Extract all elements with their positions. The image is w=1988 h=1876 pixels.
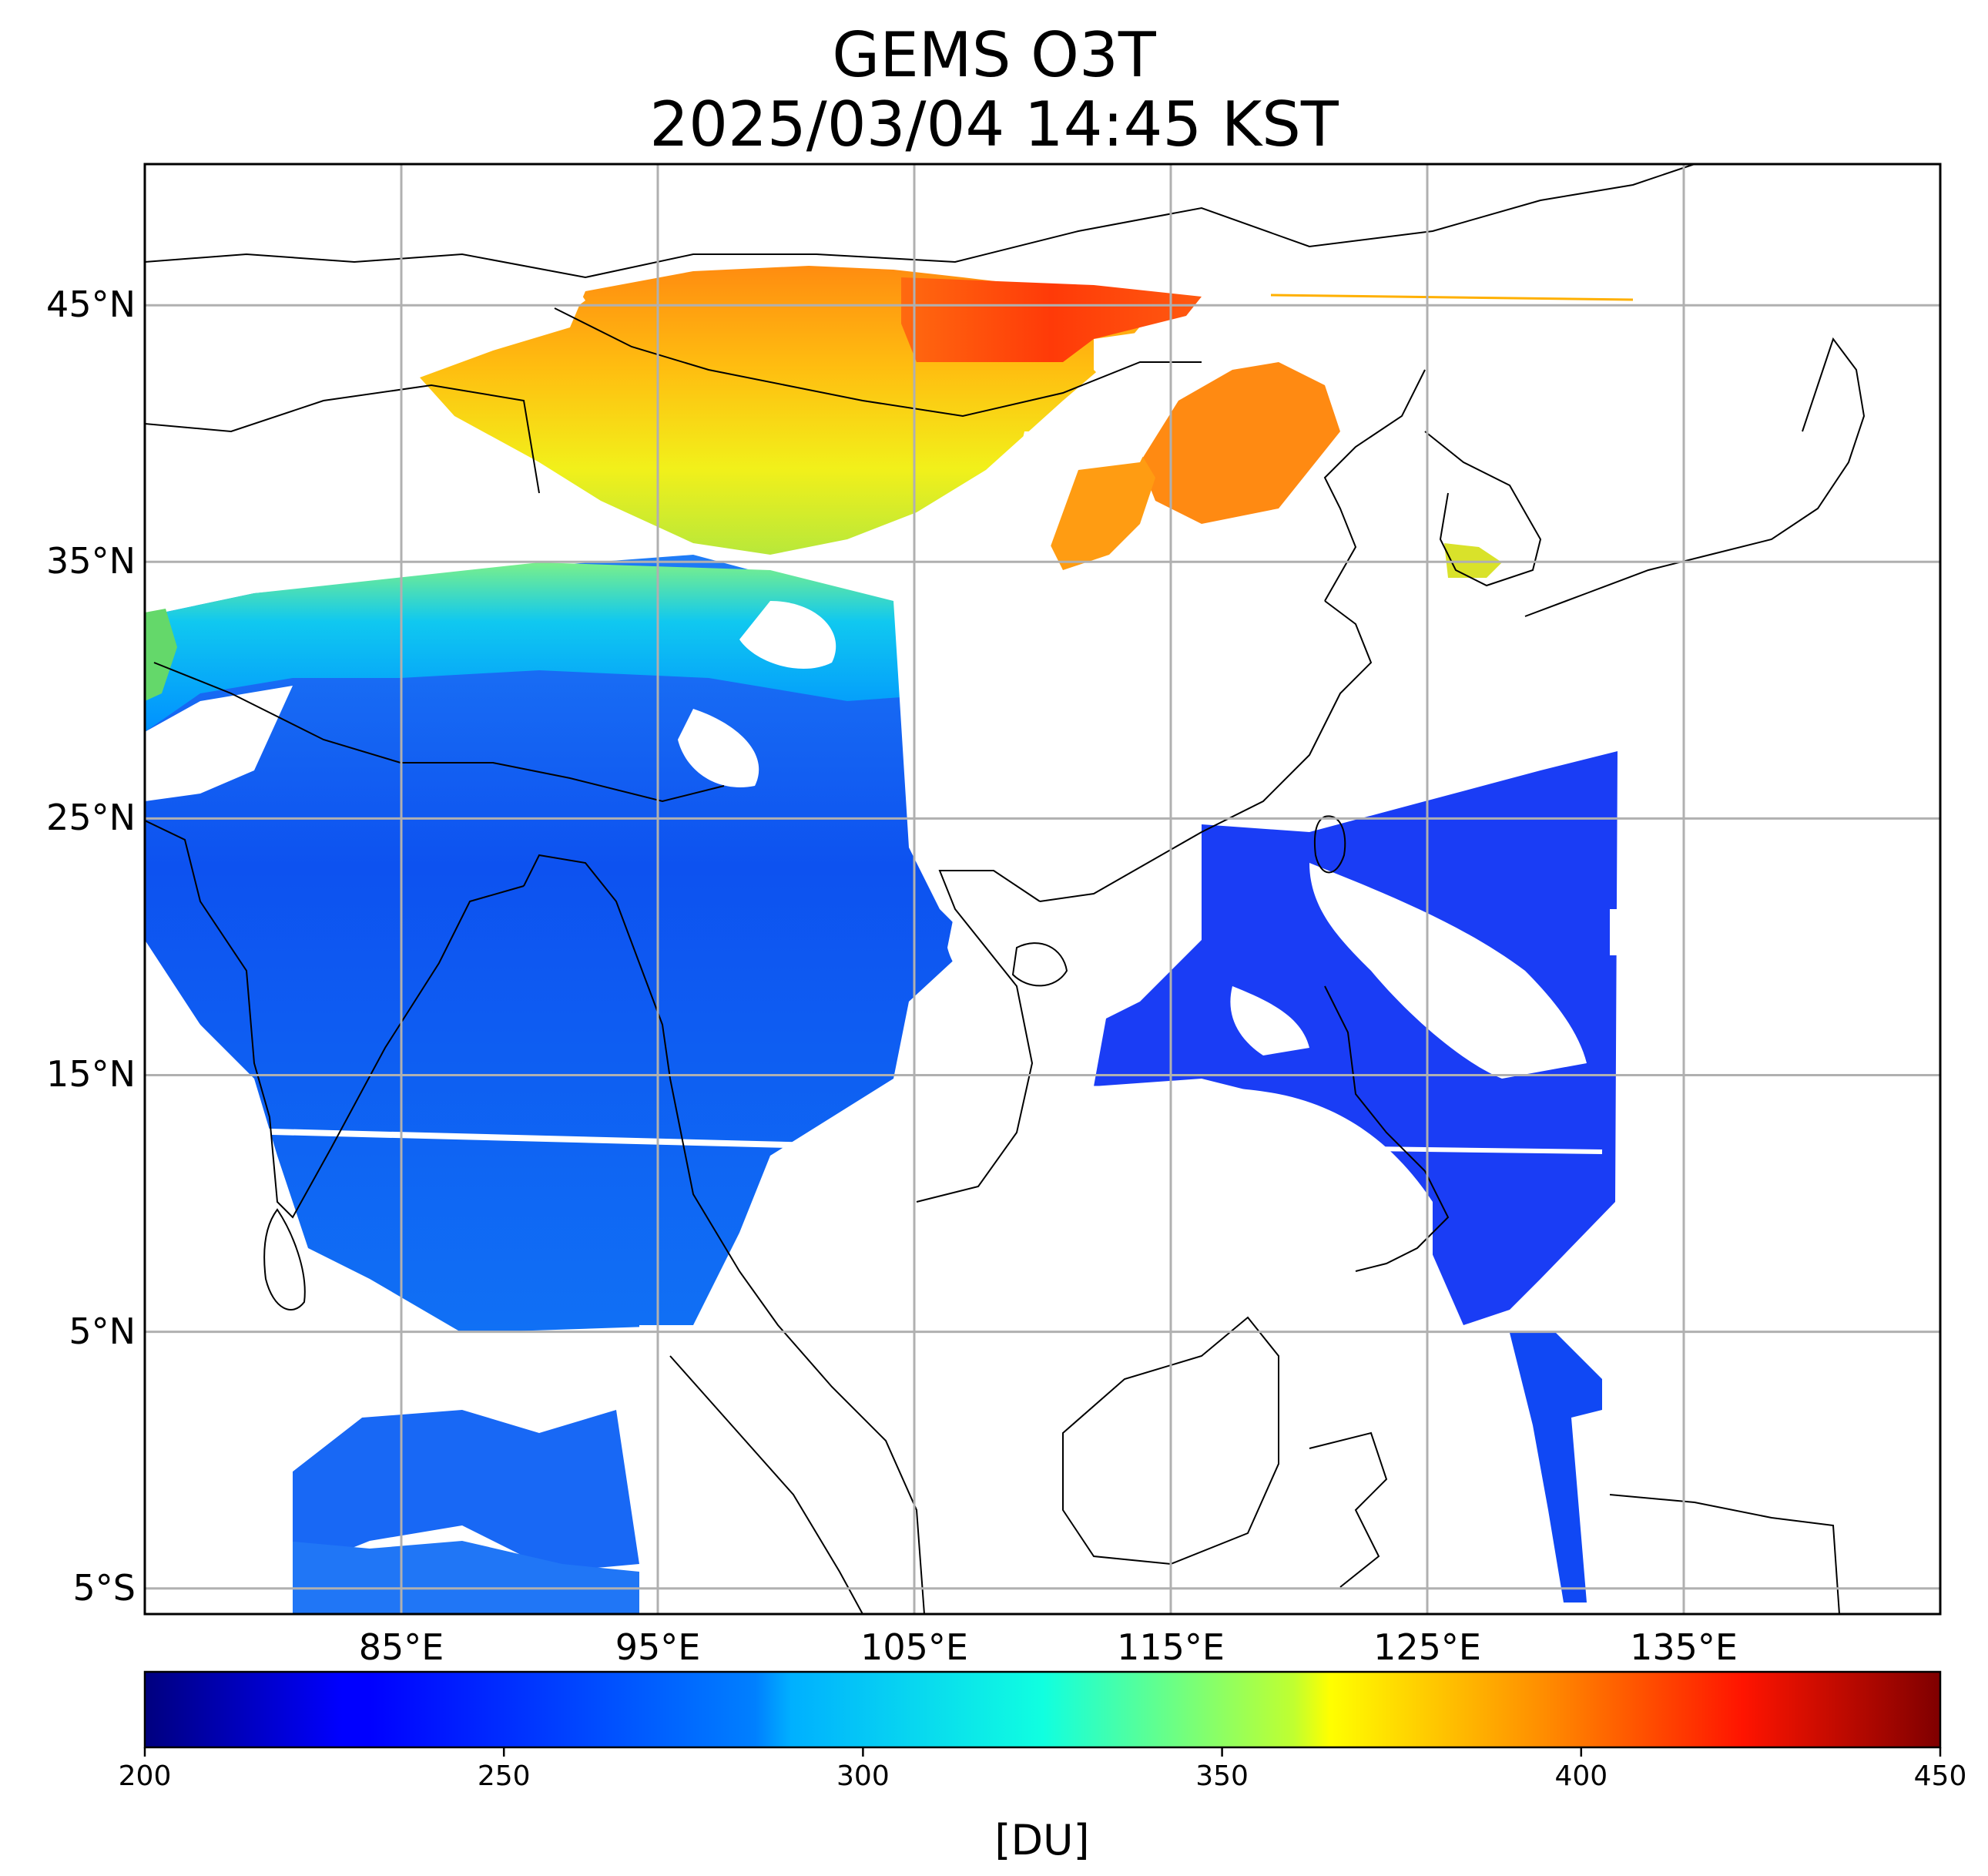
coast-korea — [1424, 431, 1542, 587]
ozone-swath-south-asia — [145, 555, 1024, 1333]
partial-stripe-north — [1270, 294, 1634, 301]
coast-south-china — [1039, 600, 1373, 902]
map-title-line-1: GEMS O3T — [832, 19, 1156, 91]
colorbar-gradient — [145, 1672, 1940, 1747]
colorbar-tick-400: 400 — [1554, 1760, 1608, 1792]
coast-sumatra — [669, 1355, 863, 1614]
ozone-swath-indian-ocean-south — [293, 1410, 639, 1572]
coast-taiwan — [1313, 815, 1346, 874]
lon-label-105e: 105°E — [860, 1626, 968, 1668]
colorbar-tick-marks — [143, 1747, 1942, 1757]
coast-hainan — [1011, 942, 1068, 987]
ozone-swath-pacific — [1094, 751, 1618, 1325]
coast-vietnam — [916, 870, 1041, 1203]
lon-label-85e: 85°E — [358, 1626, 444, 1668]
lat-label-45n: 45°N — [46, 284, 136, 326]
lat-label-5n: 5°N — [69, 1310, 136, 1352]
gridlines — [145, 164, 1940, 1614]
ozone-swath-west-edge — [145, 609, 177, 701]
colorbar-tick-250: 250 — [477, 1760, 531, 1792]
colorbar-tick-450: 450 — [1913, 1760, 1967, 1792]
colorbar-tick-300: 300 — [836, 1760, 890, 1792]
colorbar-tick-200: 200 — [118, 1760, 172, 1792]
coastlines-borders — [145, 164, 1866, 1614]
plot-frame — [143, 163, 1942, 1616]
lat-label-35n: 35°N — [46, 540, 136, 582]
coast-india — [145, 820, 525, 1219]
map-title-line-2: 2025/03/04 14:45 KST — [649, 89, 1339, 160]
ozone-red-band — [901, 277, 1202, 362]
border-central-asia — [145, 384, 540, 494]
coast-indochina — [669, 1078, 925, 1614]
border-russia — [145, 164, 1695, 279]
missing-stripe-south — [242, 1128, 848, 1149]
ozone-swath-manchuria — [1140, 362, 1340, 524]
lat-label-25n: 25°N — [46, 797, 136, 839]
coast-srilanka — [263, 1208, 306, 1311]
coast-new-guinea — [1609, 1494, 1840, 1614]
colorbar-tick-350: 350 — [1195, 1760, 1249, 1792]
lat-label-5s: 5°S — [72, 1566, 136, 1609]
coast-bay-of-bengal — [523, 854, 671, 1079]
lon-label-135e: 135°E — [1630, 1626, 1738, 1668]
coast-sulawesi — [1309, 1431, 1388, 1588]
ozone-data-field — [145, 266, 1634, 1614]
colorbar-frame — [143, 1670, 1942, 1749]
ozone-swath-korea — [1444, 543, 1502, 578]
lon-label-125e: 125°E — [1373, 1626, 1481, 1668]
lat-label-15n: 15°N — [46, 1053, 136, 1096]
lon-label-115e: 115°E — [1117, 1626, 1225, 1668]
coast-japan — [1524, 337, 1866, 617]
ozone-swath-maritime-south — [1510, 1333, 1602, 1602]
missing-data-gaps — [145, 277, 1618, 1614]
coast-east-china — [1323, 369, 1426, 602]
border-himalaya — [153, 662, 725, 803]
missing-stripe-east — [1309, 1146, 1603, 1154]
ozone-swath-indian-ocean-south-2 — [277, 1541, 641, 1614]
colorbar-unit-label: [DU] — [994, 1816, 1090, 1864]
coast-philippines — [1324, 985, 1450, 1272]
lon-label-95e: 95°E — [615, 1626, 701, 1668]
coast-borneo — [1062, 1316, 1279, 1566]
